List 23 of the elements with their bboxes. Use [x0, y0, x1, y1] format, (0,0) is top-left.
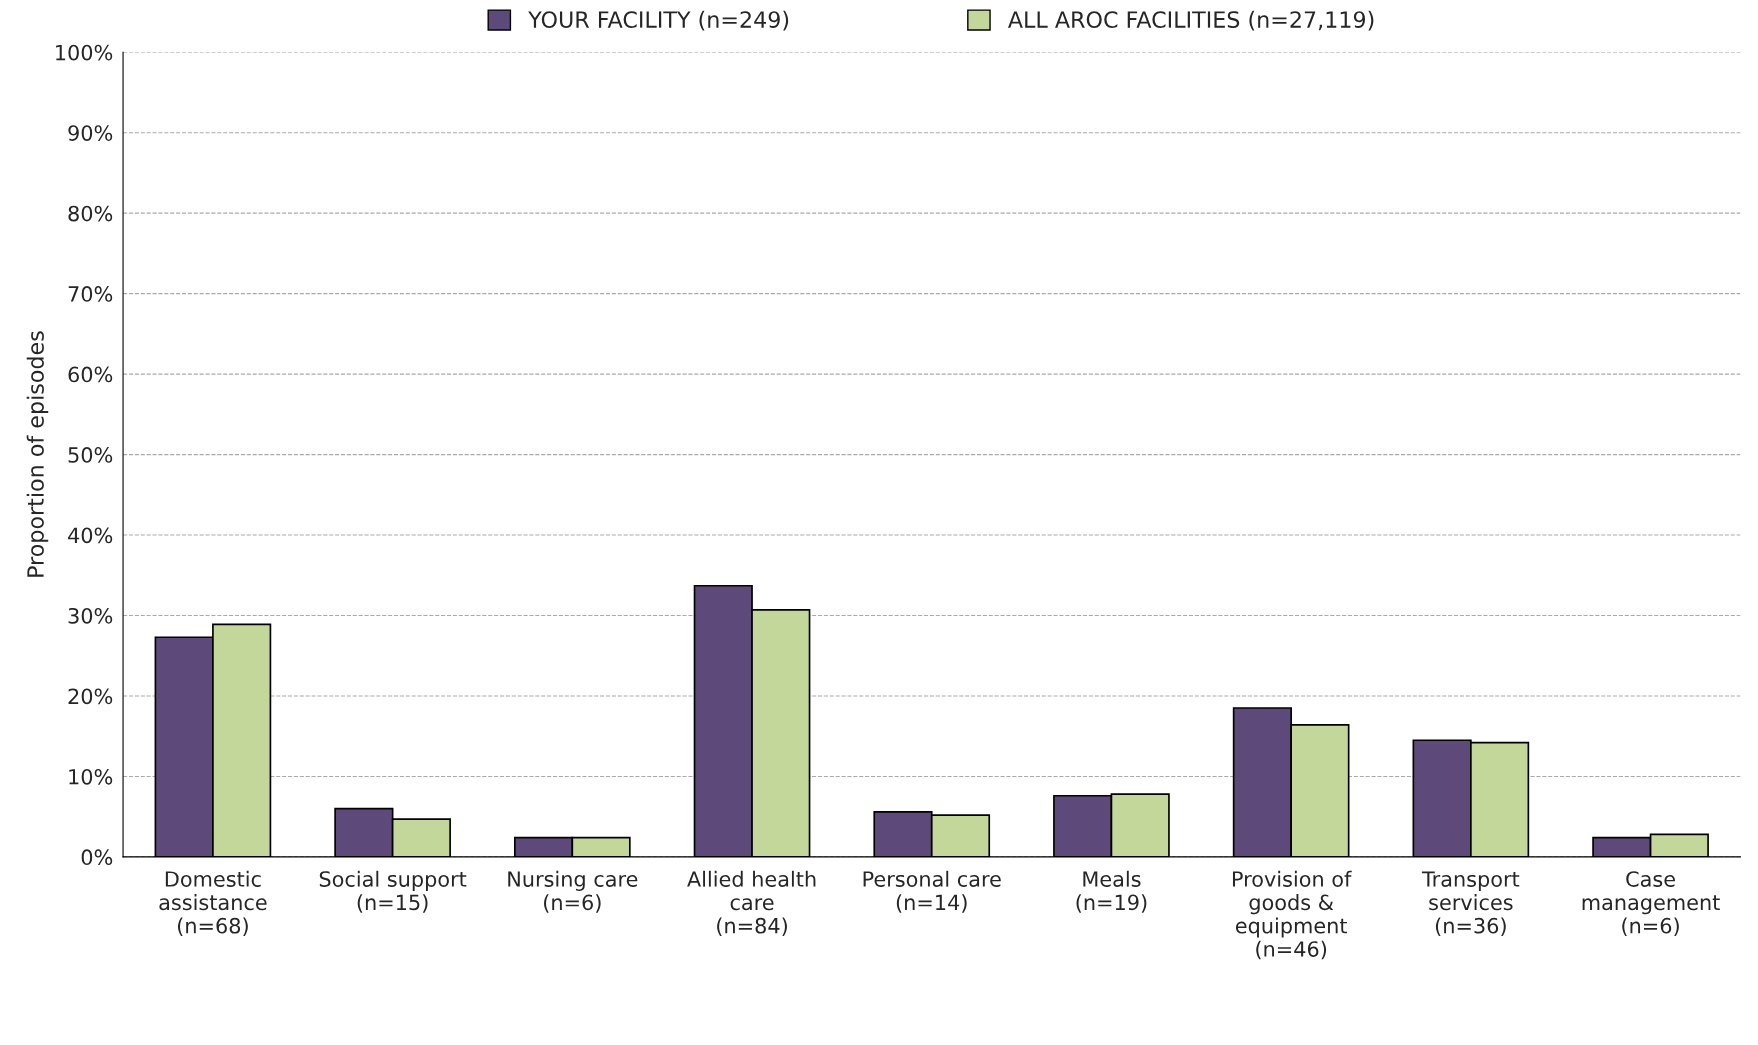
y-tick-label: 60%	[68, 366, 113, 383]
y-tick-label: 70%	[68, 286, 113, 302]
legend-label: YOUR FACILITY (n=249)	[528, 10, 789, 31]
y-tick-label: 10%	[69, 768, 113, 785]
x-tick-label: Case management (n=6)	[1582, 871, 1720, 937]
x-tick-label: Personal care (n=14)	[863, 870, 1001, 913]
y-tick-label: 50%	[68, 447, 113, 463]
x-tick-label: Domestic assistance (n=68)	[159, 870, 267, 937]
y-axis-title: Proportion of episodes	[26, 331, 49, 577]
y-tick-label: 90%	[68, 125, 113, 141]
y-tick-label: 20%	[68, 688, 113, 705]
y-tick-label: 100%	[56, 44, 113, 61]
x-tick-label: Meals (n=19)	[1076, 870, 1147, 913]
x-tick-label: Provision of goods & equipment (n=46)	[1232, 870, 1352, 960]
y-tick-label: 40%	[68, 527, 113, 544]
y-tick-label: 0%	[81, 849, 113, 866]
x-tick-label: Nursing care (n=6)	[508, 870, 638, 913]
y-tick-label: 80%	[68, 205, 113, 222]
x-tick-label: Social support (n=15)	[319, 870, 467, 913]
x-tick-label: Allied health care (n=84)	[687, 870, 816, 937]
x-tick-label: Transport services (n=36)	[1421, 871, 1520, 937]
y-tick-label: 30%	[68, 607, 113, 624]
legend-label: ALL AROC FACILITIES (n=27,119)	[1008, 10, 1374, 31]
